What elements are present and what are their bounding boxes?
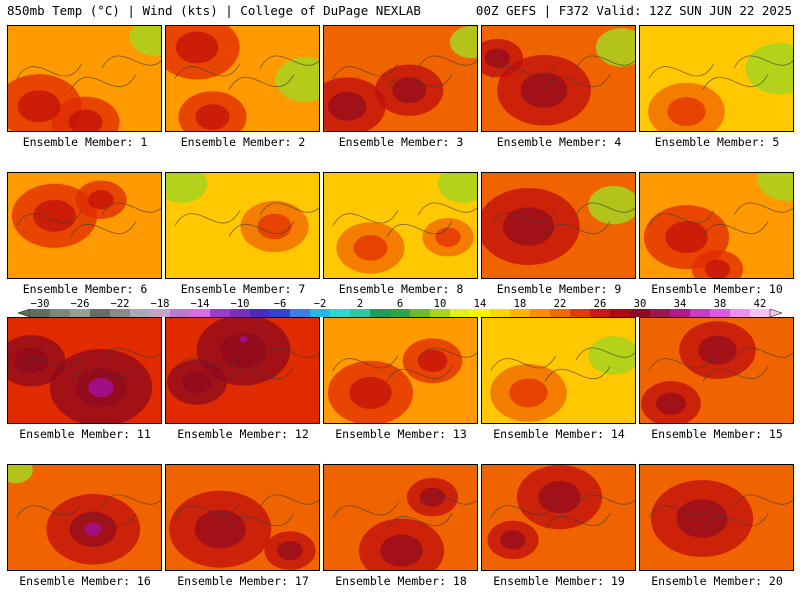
temperature-field [640, 318, 793, 423]
ensemble-member-label: Ensemble Member: 18 [335, 574, 467, 588]
ensemble-member-label: Ensemble Member: 20 [651, 574, 783, 588]
temperature-field [482, 26, 635, 131]
ensemble-map-2 [165, 25, 320, 132]
ensemble-member-label: Ensemble Member: 5 [654, 135, 780, 149]
temperature-field [324, 26, 477, 131]
ensemble-map-15 [639, 317, 794, 424]
colorbar-tick-label: 30 [634, 298, 647, 310]
ensemble-map-6 [7, 172, 162, 279]
ensemble-member-label: Ensemble Member: 8 [338, 282, 464, 296]
temperature-field [482, 465, 635, 570]
colorbar-tick-label: −22 [111, 298, 130, 310]
ensemble-map-3 [323, 25, 478, 132]
ensemble-map-1 [7, 25, 162, 132]
colorbar-tick-label: 6 [397, 298, 403, 310]
ensemble-map-17 [165, 464, 320, 571]
ensemble-map-4 [481, 25, 636, 132]
colorbar-tick-label: 2 [357, 298, 363, 310]
colorbar-tick-label: 26 [594, 298, 607, 310]
colorbar-tick-label: 18 [514, 298, 527, 310]
valid-time: 00Z GEFS | F372 Valid: 12Z SUN JUN 22 20… [475, 3, 792, 18]
colorbar-tick-label: −18 [151, 298, 170, 310]
temperature-field [166, 318, 319, 423]
ensemble-map-11 [7, 317, 162, 424]
ensemble-member-label: Ensemble Member: 14 [493, 427, 625, 441]
ensemble-map-18 [323, 464, 478, 571]
temperature-field [640, 26, 793, 131]
ensemble-map-12 [165, 317, 320, 424]
temperature-field [166, 26, 319, 131]
map-title: 850mb Temp (°C) | Wind (kts) | College o… [7, 3, 421, 18]
colorbar-tick-label: −6 [274, 298, 287, 310]
ensemble-map-9 [481, 172, 636, 279]
ensemble-member-label: Ensemble Member: 6 [22, 282, 148, 296]
temperature-field [8, 173, 161, 278]
temperature-field [482, 318, 635, 423]
ensemble-map-13 [323, 317, 478, 424]
ensemble-member-label: Ensemble Member: 11 [19, 427, 151, 441]
ensemble-map-10 [639, 172, 794, 279]
temperature-field [640, 465, 793, 570]
colorbar-tick-label: −30 [31, 298, 50, 310]
ensemble-map-16 [7, 464, 162, 571]
temperature-field [8, 465, 161, 570]
ensemble-map-5 [639, 25, 794, 132]
temperature-colorbar: −30 −26 −22 −18 −14 −10 −6 −2 2 6 10 14 18 22 26 30 34 38… [17, 298, 783, 318]
ensemble-member-label: Ensemble Member: 13 [335, 427, 467, 441]
ensemble-member-label: Ensemble Member: 4 [496, 135, 622, 149]
ensemble-member-label: Ensemble Member: 16 [19, 574, 151, 588]
ensemble-map-7 [165, 172, 320, 279]
ensemble-member-label: Ensemble Member: 15 [651, 427, 783, 441]
ensemble-member-label: Ensemble Member: 9 [496, 282, 622, 296]
colorbar-tick-label: −2 [314, 298, 327, 310]
ensemble-member-label: Ensemble Member: 2 [180, 135, 306, 149]
colorbar-tick-label: −14 [191, 298, 210, 310]
colorbar-tick-label: 22 [554, 298, 567, 310]
ensemble-member-label: Ensemble Member: 10 [651, 282, 783, 296]
ensemble-member-label: Ensemble Member: 19 [493, 574, 625, 588]
ensemble-member-label: Ensemble Member: 17 [177, 574, 309, 588]
colorbar-tick-label: 10 [434, 298, 447, 310]
ensemble-map-20 [639, 464, 794, 571]
temperature-field [482, 173, 635, 278]
temperature-field [640, 173, 793, 278]
colorbar-tick-label: 38 [714, 298, 727, 310]
temperature-field [8, 26, 161, 131]
colorbar-tick-label: −10 [231, 298, 250, 310]
ensemble-map-14 [481, 317, 636, 424]
temperature-field [324, 173, 477, 278]
temperature-field [8, 318, 161, 423]
ensemble-member-label: Ensemble Member: 3 [338, 135, 464, 149]
colorbar-tick-label: −26 [71, 298, 90, 310]
ensemble-member-label: Ensemble Member: 12 [177, 427, 309, 441]
ensemble-member-label: Ensemble Member: 7 [180, 282, 306, 296]
colorbar-tick-label: 14 [474, 298, 487, 310]
ensemble-map-19 [481, 464, 636, 571]
ensemble-map-8 [323, 172, 478, 279]
temperature-field [166, 173, 319, 278]
temperature-field [324, 465, 477, 570]
temperature-field [324, 318, 477, 423]
ensemble-member-label: Ensemble Member: 1 [22, 135, 148, 149]
colorbar-tick-label: 42 [754, 298, 767, 310]
temperature-field [166, 465, 319, 570]
colorbar-tick-label: 34 [674, 298, 687, 310]
